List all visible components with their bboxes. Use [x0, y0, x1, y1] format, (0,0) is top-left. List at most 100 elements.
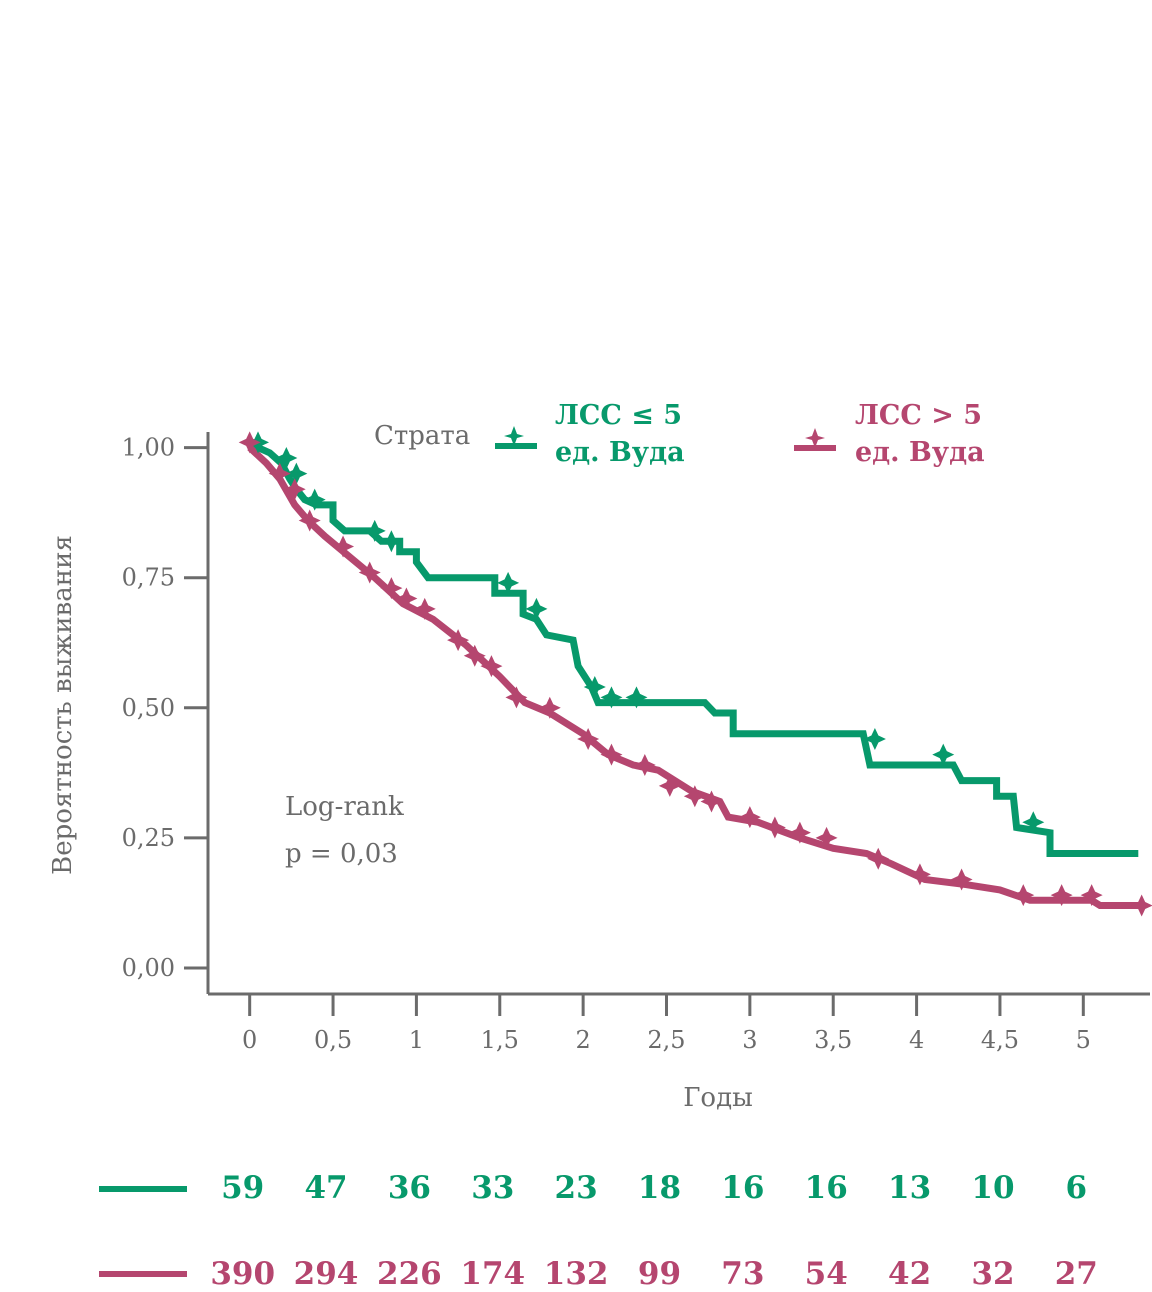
- risk-count-1-5: 99: [638, 1256, 681, 1292]
- legend-title: Страта: [374, 421, 470, 451]
- censor-marker-0-4: [363, 519, 386, 542]
- censor-marker-0-13: [1022, 811, 1045, 834]
- censor-marker-0-7: [525, 597, 548, 620]
- censor-marker-1-25: [908, 863, 931, 886]
- censor-marker-1-10: [463, 644, 486, 667]
- risk-count-0-5: 18: [638, 1170, 681, 1206]
- risk-count-1-6: 73: [721, 1256, 764, 1292]
- x-tick-label: 3: [742, 1026, 757, 1054]
- censor-marker-1-0: [238, 431, 261, 454]
- censor-marker-1-7: [395, 587, 418, 610]
- series-line-1: [247, 445, 1142, 909]
- censor-marker-0-9: [600, 686, 623, 709]
- censor-marker-1-4: [332, 535, 355, 558]
- censor-marker-1-27: [1012, 884, 1035, 907]
- censor-marker-0-3: [303, 488, 326, 511]
- risk-count-0-1: 47: [304, 1170, 347, 1206]
- risk-table: 59 47 36 33 23 18 16 16 13 10 6 390 294 226 174 132 99 7…: [99, 1170, 1098, 1292]
- y-tick-label: 0,25: [122, 824, 175, 852]
- risk-count-0-3: 33: [471, 1170, 514, 1206]
- censor-marker-1-22: [788, 821, 811, 844]
- censor-marker-1-19: [700, 790, 723, 813]
- x-axis-title: Годы: [683, 1083, 753, 1113]
- risk-count-1-3: 174: [460, 1256, 525, 1292]
- legend-red-label-line1: ЛСС > 5: [855, 400, 982, 431]
- risk-count-1-2: 226: [377, 1256, 442, 1292]
- censor-marker-0-2: [285, 462, 308, 485]
- risk-count-0-10: 6: [1066, 1170, 1088, 1206]
- censor-marker-1-11: [480, 655, 503, 678]
- x-tick-label: 4: [909, 1026, 924, 1054]
- risk-count-0-2: 36: [388, 1170, 431, 1206]
- censor-marker-1-21: [763, 816, 786, 839]
- legend-item-green: ЛСС ≤ 5 ед. Вуда: [495, 400, 685, 468]
- legend-green-label-line1: ЛСС ≤ 5: [555, 400, 682, 431]
- risk-count-1-9: 32: [971, 1256, 1014, 1292]
- logrank-label: Log-rank: [285, 792, 404, 822]
- censor-marker-1-14: [577, 728, 600, 751]
- censor-marker-1-8: [413, 597, 436, 620]
- censor-marker-1-23: [815, 826, 838, 849]
- x-tick-label: 4,5: [981, 1026, 1019, 1054]
- censor-marker-1-2: [283, 478, 306, 501]
- risk-count-1-8: 42: [888, 1256, 931, 1292]
- series-lines-group: [247, 444, 1142, 909]
- risk-row-green: 59 47 36 33 23 18 16 16 13 10 6: [221, 1170, 1087, 1206]
- censor-marker-1-1: [268, 462, 291, 485]
- y-tick-label: 0,50: [122, 694, 175, 722]
- x-tick-label: 5: [1076, 1026, 1091, 1054]
- x-tick-label: 0: [242, 1026, 257, 1054]
- censor-marker-1-13: [538, 696, 561, 719]
- censor-marker-1-12: [505, 686, 528, 709]
- censor-marker-0-11: [863, 728, 886, 751]
- risk-count-1-1: 294: [294, 1256, 359, 1292]
- x-tick-label: 2: [575, 1026, 590, 1054]
- legend-green-marker-icon: [504, 426, 524, 446]
- censor-marker-1-6: [380, 577, 403, 600]
- censor-marker-1-16: [633, 754, 656, 777]
- legend-red-marker-icon: [805, 428, 825, 448]
- x-tick-label: 1: [409, 1026, 424, 1054]
- axes-group: 0,00 0,25 0,50 0,75 1,00 0 0,5 1 1,5 2 2,5 3 3,5 4 4,5…: [122, 432, 1150, 1054]
- x-tick-label: 3,5: [814, 1026, 852, 1054]
- legend-green-label-line2: ед. Вуда: [555, 437, 685, 468]
- risk-count-0-4: 23: [555, 1170, 598, 1206]
- risk-row-red: 390 294 226 174 132 99 73 54 42 32 27: [210, 1256, 1098, 1292]
- y-tick-label: 0,00: [122, 954, 175, 982]
- censor-markers-group: [238, 431, 1152, 917]
- risk-count-1-0: 390: [210, 1256, 275, 1292]
- legend-red-label-line2: ед. Вуда: [855, 437, 985, 468]
- risk-count-0-7: 16: [805, 1170, 848, 1206]
- censor-marker-1-20: [738, 806, 761, 829]
- risk-count-1-7: 54: [805, 1256, 848, 1292]
- censor-marker-0-10: [625, 686, 648, 709]
- censor-marker-0-6: [497, 571, 520, 594]
- censor-marker-1-26: [950, 868, 973, 891]
- censor-marker-0-5: [380, 530, 403, 553]
- risk-count-1-10: 27: [1055, 1256, 1098, 1292]
- censor-marker-1-18: [683, 785, 706, 808]
- y-tick-label: 0,75: [122, 564, 175, 592]
- risk-count-1-4: 132: [544, 1256, 609, 1292]
- legend-item-red: ЛСС > 5 ед. Вуда: [794, 400, 985, 468]
- censor-marker-1-30: [1130, 894, 1152, 917]
- risk-count-0-0: 59: [221, 1170, 264, 1206]
- censor-marker-1-17: [658, 774, 681, 797]
- risk-count-0-9: 10: [971, 1170, 1014, 1206]
- x-tick-label: 0,5: [314, 1026, 352, 1054]
- censor-marker-1-3: [298, 509, 321, 532]
- censor-marker-0-8: [583, 675, 606, 698]
- x-tick-label: 1,5: [481, 1026, 519, 1054]
- censor-marker-1-15: [600, 743, 623, 766]
- censor-marker-1-24: [867, 847, 890, 870]
- censor-marker-0-1: [275, 447, 298, 470]
- y-axis-title: Вероятность выживания: [48, 535, 78, 875]
- censor-marker-1-9: [447, 629, 470, 652]
- censor-marker-0-12: [932, 743, 955, 766]
- y-tick-label: 1,00: [122, 434, 175, 462]
- censor-marker-1-28: [1050, 884, 1073, 907]
- risk-count-0-8: 13: [888, 1170, 931, 1206]
- risk-count-0-6: 16: [721, 1170, 764, 1206]
